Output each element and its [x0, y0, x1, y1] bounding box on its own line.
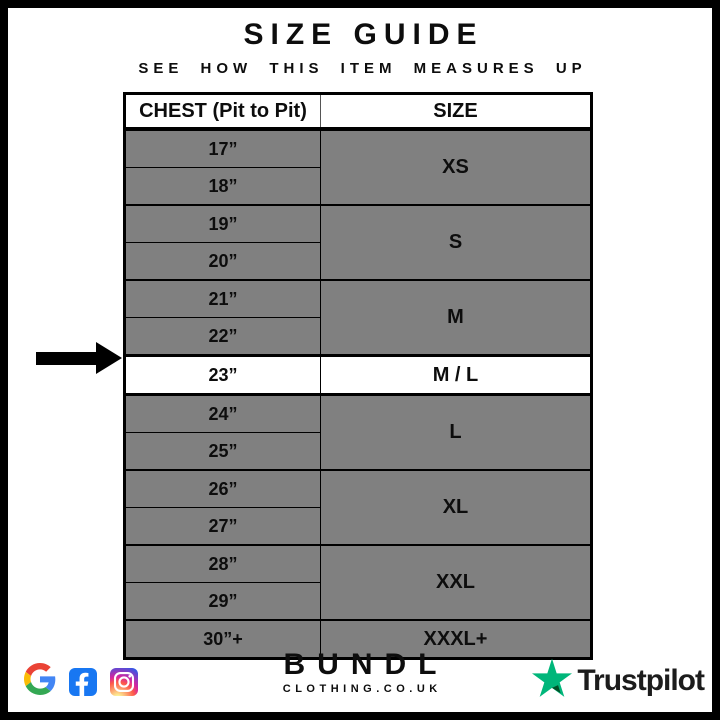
- table-row: 24” L: [124, 393, 592, 471]
- brand-name: BUNDL: [283, 648, 449, 681]
- table-row: 28” XXL: [124, 544, 592, 621]
- size-cell: XS: [320, 128, 592, 206]
- chest-cell: 30”+: [124, 619, 321, 659]
- chest-cell: 26”: [124, 469, 321, 508]
- chest-cell: 28”: [124, 544, 321, 583]
- brand-logo: BUNDL CLOTHING.CO.UK: [8, 648, 712, 696]
- column-header-size: SIZE: [320, 93, 592, 131]
- size-cell: M: [320, 279, 592, 356]
- size-cell: XXXL+: [320, 619, 592, 659]
- chest-cell: 27”: [124, 507, 321, 546]
- table-row: 26” XL: [124, 469, 592, 546]
- size-cell: XL: [320, 469, 592, 546]
- facebook-icon[interactable]: [69, 667, 97, 696]
- table-row: 19” S: [124, 204, 592, 281]
- brand-domain: CLOTHING.CO.UK: [282, 683, 442, 695]
- table-row: 18”: [124, 167, 592, 206]
- size-cell: XXL: [320, 544, 592, 621]
- size-cell: S: [320, 204, 592, 281]
- trustpilot-logo[interactable]: Trustpilot: [532, 658, 705, 703]
- chest-cell: 25”: [124, 432, 321, 471]
- size-table-body: 17” XS 18” 19” S 20” 21” M 22” 23” M / L 24” L 25” 26”…: [124, 128, 592, 659]
- table-row: 29”: [124, 582, 592, 621]
- arrow-head: [96, 342, 122, 374]
- table-row: 23” M / L: [124, 354, 592, 396]
- social-icons: [24, 663, 138, 700]
- table-row: 27”: [124, 507, 592, 546]
- size-table: CHEST (Pit to Pit) SIZE 17” XS 18” 19” S 20” 2…: [123, 92, 593, 660]
- instagram-icon[interactable]: [110, 667, 138, 696]
- table-row: 20”: [124, 242, 592, 281]
- column-header-chest: CHEST (Pit to Pit): [124, 93, 321, 131]
- google-icon[interactable]: [24, 663, 56, 700]
- chest-cell: 17”: [124, 128, 321, 168]
- page-subtitle: SEE HOW THIS ITEM MEASURES UP: [138, 60, 587, 77]
- table-row: 17” XS: [124, 128, 592, 206]
- chest-cell: 20”: [124, 242, 321, 281]
- page-title: SIZE GUIDE: [243, 18, 484, 51]
- chest-cell: 21”: [124, 279, 321, 318]
- chest-cell: 29”: [124, 582, 321, 621]
- chest-cell: 24”: [124, 393, 321, 433]
- highlight-arrow-icon: [36, 342, 122, 374]
- size-cell: M / L: [320, 354, 592, 396]
- table-row: 21” M: [124, 279, 592, 356]
- chest-cell: 23”: [124, 354, 321, 396]
- arrow-shaft: [36, 351, 98, 365]
- size-cell: L: [320, 393, 592, 471]
- trustpilot-label: Trustpilot: [577, 663, 705, 697]
- table-row: 25”: [124, 432, 592, 471]
- chest-cell: 19”: [124, 204, 321, 243]
- table-header-row: CHEST (Pit to Pit) SIZE: [124, 93, 592, 131]
- table-row: 30”+ XXXL+: [124, 619, 592, 659]
- trustpilot-star-icon: [532, 658, 573, 703]
- chest-cell: 18”: [124, 167, 321, 206]
- chest-cell: 22”: [124, 317, 321, 356]
